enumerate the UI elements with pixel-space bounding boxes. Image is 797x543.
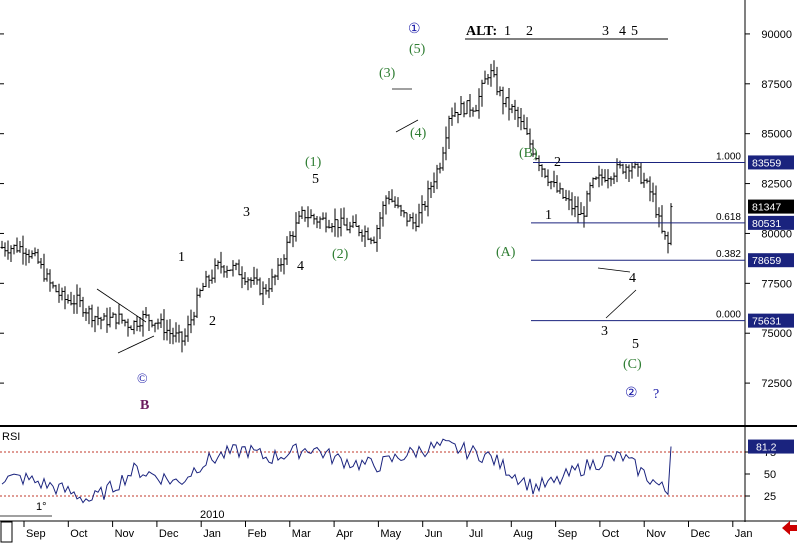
alt-mark: 1 bbox=[504, 24, 511, 39]
fib-ratio-label: 0.000 bbox=[716, 310, 741, 321]
price-badge bbox=[748, 215, 794, 230]
wave-label-paren-5: (5) bbox=[409, 42, 426, 57]
price-badge-label: 78659 bbox=[752, 255, 781, 267]
month-label: Dec bbox=[691, 528, 711, 540]
price-tick-label: 87500 bbox=[761, 79, 792, 91]
wave-label-5: 5 bbox=[632, 337, 639, 352]
wave-label-circled-1: ① bbox=[408, 22, 421, 37]
wave-label-5: 5 bbox=[312, 172, 319, 187]
rsi-line bbox=[1, 438, 672, 504]
alt-mark: 5 bbox=[631, 24, 638, 39]
wave-label-paren-c: (C) bbox=[623, 357, 642, 372]
month-label: Oct bbox=[70, 528, 87, 540]
rsi-panel: RSI 1° 75502581.2 bbox=[0, 431, 794, 517]
price-tick-label: 77500 bbox=[761, 278, 792, 290]
month-label: Aug bbox=[513, 528, 533, 540]
month-label: Nov bbox=[115, 528, 135, 540]
trend-line bbox=[597, 267, 631, 273]
price-badge bbox=[748, 253, 794, 268]
price-tick-label: 72500 bbox=[761, 378, 792, 390]
wave-label-3: 3 bbox=[243, 205, 250, 220]
price-tick-label: 90000 bbox=[761, 29, 792, 41]
rsi-label: RSI bbox=[2, 431, 20, 443]
scroll-box bbox=[0, 521, 13, 543]
wave-label-paren-b: (B) bbox=[519, 146, 538, 161]
month-label: Jan bbox=[203, 528, 221, 540]
wave-label-1: 1 bbox=[178, 250, 185, 265]
price-badge bbox=[748, 155, 794, 170]
wave-label-4: 4 bbox=[297, 259, 304, 274]
month-label: Jun bbox=[425, 528, 443, 540]
month-label: Mar bbox=[292, 528, 311, 540]
month-label: May bbox=[380, 528, 401, 540]
time-axis: 2010 Sep Oct Nov Dec Jan Feb Mar Apr May Jun Jul Au… bbox=[0, 509, 753, 543]
month-label: Jan bbox=[735, 528, 753, 540]
alt-header: ALT: 1 2 3 4 5 bbox=[465, 24, 668, 40]
alt-mark: 3 bbox=[602, 24, 609, 39]
month-label: Sep bbox=[558, 528, 578, 540]
wave-label-2: 2 bbox=[209, 314, 216, 329]
year-label: 2010 bbox=[200, 509, 224, 521]
wave-label-paren-4: (4) bbox=[410, 126, 427, 141]
wave-label-circled-2: ② bbox=[625, 386, 638, 401]
fib-ratio-label: 0.618 bbox=[716, 212, 741, 223]
fib-ratio-label: 1.000 bbox=[716, 151, 741, 162]
alt-label: ALT: bbox=[466, 24, 497, 39]
rsi-value-badge-label: 81.2 bbox=[756, 442, 777, 454]
month-label: Feb bbox=[248, 528, 267, 540]
price-badge bbox=[748, 199, 794, 214]
rsi-tick-label: 25 bbox=[764, 491, 776, 503]
alt-mark: 4 bbox=[619, 24, 626, 39]
price-tick-label: 75000 bbox=[761, 328, 792, 340]
fib-ratio-label: 0.382 bbox=[716, 249, 741, 260]
trend-line bbox=[605, 289, 637, 319]
wave-labels-blue: ① ② ? © bbox=[137, 22, 659, 402]
month-label: Nov bbox=[646, 528, 666, 540]
rsi-value-badge bbox=[748, 439, 794, 454]
wave-label-2: 2 bbox=[554, 155, 561, 170]
trend-line bbox=[395, 119, 419, 133]
trend-line bbox=[96, 288, 147, 323]
month-label: Oct bbox=[602, 528, 619, 540]
alt-mark: 2 bbox=[526, 24, 533, 39]
rsi-tick-label: 50 bbox=[764, 469, 776, 481]
wave-label-4: 4 bbox=[629, 271, 636, 286]
wave-label-paren-1: (1) bbox=[305, 155, 322, 170]
wave-label-b: B bbox=[140, 398, 149, 413]
price-badge-label: 80531 bbox=[752, 218, 781, 230]
fibonacci-levels: 1.000 0.618 0.382 0.000 bbox=[531, 151, 745, 322]
wave-label-circled-c: © bbox=[137, 372, 148, 387]
arrow-left-icon[interactable] bbox=[782, 521, 797, 535]
price-y-axis: 90000 87500 85000 82500 80000 77500 75000 72500… bbox=[0, 29, 794, 390]
price-tick-label: 80000 bbox=[761, 228, 792, 240]
price-badge bbox=[748, 313, 794, 328]
month-label: Dec bbox=[159, 528, 179, 540]
price-ohlc-bars bbox=[0, 60, 673, 353]
month-label: Apr bbox=[336, 528, 353, 540]
wave-label-3: 3 bbox=[601, 324, 608, 339]
trend-lines bbox=[96, 88, 637, 354]
wave-label-1: 1 bbox=[545, 208, 552, 223]
price-badge-label: 83559 bbox=[752, 157, 781, 169]
wave-labels-black: 1 2 3 4 5 1 2 3 4 5 bbox=[178, 155, 639, 352]
rsi-small-label: 1° bbox=[36, 501, 47, 513]
wave-labels-green: (1) (2) (3) (4) (5) (A) (B) (C) bbox=[305, 42, 642, 372]
price-panel bbox=[0, 0, 745, 425]
wave-label-question: ? bbox=[653, 387, 659, 402]
wave-label-paren-2: (2) bbox=[332, 247, 349, 262]
wave-label-paren-3: (3) bbox=[379, 66, 396, 81]
trend-line bbox=[117, 335, 155, 354]
month-label: Jul bbox=[469, 528, 483, 540]
price-badge-label: 75631 bbox=[752, 316, 781, 328]
price-tick-label: 82500 bbox=[761, 179, 792, 191]
price-tick-label: 85000 bbox=[761, 129, 792, 141]
month-label: Sep bbox=[26, 528, 46, 540]
price-badge-label: 81347 bbox=[752, 202, 781, 214]
wave-label-paren-a: (A) bbox=[496, 245, 516, 260]
